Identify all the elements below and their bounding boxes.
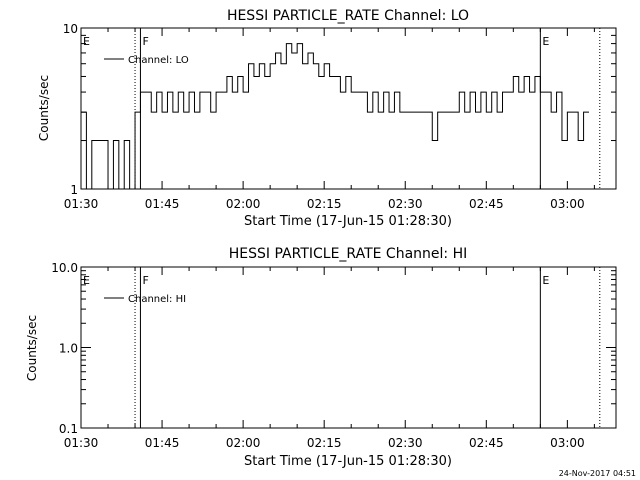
lo-x-tick-label: 02:00 xyxy=(226,197,261,211)
hi-chart-title: HESSI PARTICLE_RATE Channel: HI xyxy=(229,246,467,262)
hi-flag-label: F xyxy=(142,274,148,287)
lo-y-tick-label: 10 xyxy=(63,22,78,36)
lo-x-tick-label: 03:00 xyxy=(550,197,585,211)
hi-y-tick-label: 10.0 xyxy=(51,261,78,275)
lo-x-tick-label: 02:30 xyxy=(388,197,423,211)
lo-y-axis-label: Counts/sec xyxy=(37,75,51,141)
hi-x-tick-label: 02:30 xyxy=(388,436,423,450)
hi-x-axis-label: Start Time (17-Jun-15 01:28:30) xyxy=(244,454,452,469)
hi-legend-label: Channel: HI xyxy=(128,294,186,305)
hi-x-tick-label: 02:45 xyxy=(469,436,504,450)
hi-flag-label: E xyxy=(83,274,90,287)
hi-x-tick-label: 01:30 xyxy=(64,436,99,450)
lo-chart-title: HESSI PARTICLE_RATE Channel: LO xyxy=(227,8,469,24)
hi-x-tick-label: 01:45 xyxy=(145,436,180,450)
lo-x-tick-label: 01:30 xyxy=(64,197,99,211)
hi-y-tick-label: 1.0 xyxy=(59,342,78,356)
lo-legend-label: Channel: LO xyxy=(128,55,189,66)
hi-flag-label: E xyxy=(542,274,549,287)
lo-x-tick-label: 02:15 xyxy=(307,197,342,211)
generation-timestamp: 24-Nov-2017 04:51 xyxy=(559,469,636,478)
lo-channel-panel: HESSI PARTICLE_RATE Channel: LO Start Ti… xyxy=(37,8,617,229)
lo-flag-label: F xyxy=(142,35,148,48)
hi-y-tick-label: 0.1 xyxy=(59,422,78,436)
hi-y-axis-label: Counts/sec xyxy=(25,315,39,381)
hi-x-tick-label: 02:15 xyxy=(307,436,342,450)
hi-plot-frame xyxy=(80,266,617,429)
lo-y-tick-label: 1 xyxy=(70,183,78,197)
lo-flag-label: E xyxy=(83,35,90,48)
lo-flag-label: E xyxy=(542,35,549,48)
lo-x-tick-label: 01:45 xyxy=(145,197,180,211)
lo-axes-ticks: 01:30 01:45 02:00 02:15 02:30 02:45 03:00 1 10 xyxy=(63,22,616,211)
hi-x-tick-label: 02:00 xyxy=(226,436,261,450)
lo-series-group xyxy=(81,43,589,190)
lo-x-tick-label: 02:45 xyxy=(469,197,504,211)
lo-x-axis-label: Start Time (17-Jun-15 01:28:30) xyxy=(244,214,452,229)
hi-x-tick-label: 03:00 xyxy=(550,436,585,450)
hi-channel-panel: HESSI PARTICLE_RATE Channel: HI Start Ti… xyxy=(25,246,617,469)
lo-plot-frame xyxy=(80,27,617,190)
hi-axes-ticks: 01:30 01:45 02:00 02:15 02:30 02:45 03:00 0.1 1.… xyxy=(51,261,616,450)
lo-series-line xyxy=(81,43,589,190)
